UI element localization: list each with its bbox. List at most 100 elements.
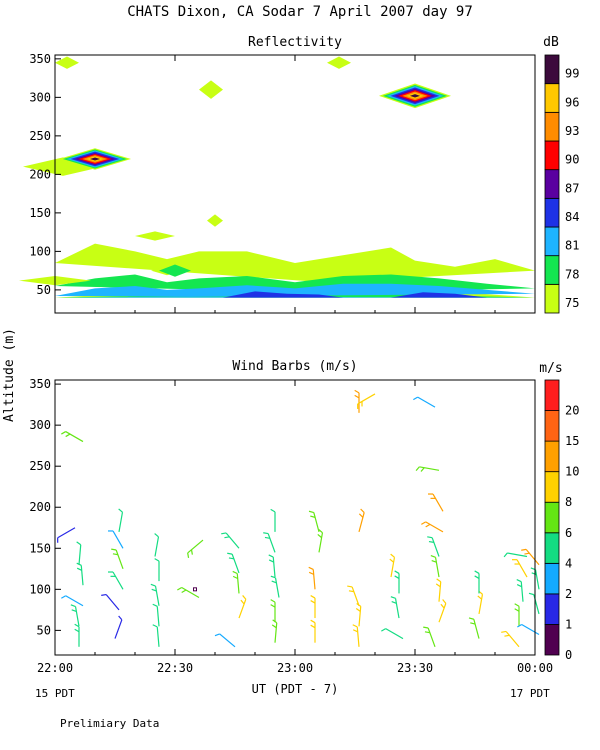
reflectivity-x-ticks — [54, 55, 536, 313]
wind-colorbar-unit: m/s — [539, 361, 562, 376]
reflectivity-colorbar-segment — [544, 283, 560, 314]
wind-barb — [512, 559, 528, 578]
wind-colorbar-segment — [544, 379, 560, 411]
reflectivity-y-tick-label: 350 — [29, 52, 51, 66]
wind-barb — [358, 508, 365, 533]
wind-colorbar-label: 15 — [565, 434, 579, 448]
wind-barb — [390, 596, 400, 619]
reflectivity-blob — [135, 231, 175, 241]
wind-barb — [354, 389, 360, 413]
wind-barb — [154, 533, 160, 557]
reflectivity-colorbar-segment — [544, 169, 560, 199]
wind-barb — [270, 508, 276, 532]
reflectivity-colorbar-segment — [544, 255, 560, 285]
wind-colorbar-segment — [544, 410, 560, 442]
wind-calm-marker — [193, 587, 197, 592]
wind-colorbar-label: 6 — [565, 526, 572, 540]
reflectivity-band — [55, 243, 535, 298]
wind-barb — [61, 595, 84, 607]
wind-barb — [152, 624, 160, 647]
wind-barb — [394, 570, 400, 594]
wind-barb — [118, 508, 124, 532]
reflectivity-y-tick-label: 100 — [29, 244, 51, 258]
wind-barb — [468, 617, 480, 639]
reflectivity-colorbar-label: 81 — [565, 239, 579, 253]
reflectivity-hotspot-contour — [89, 157, 101, 161]
wind-barb — [308, 566, 316, 590]
wind-y-tick-label: 150 — [29, 541, 51, 555]
reflectivity-colorbar-label: 87 — [565, 181, 579, 195]
y-axis-label: Altitude (m) — [2, 328, 17, 422]
wind-barb — [355, 602, 362, 627]
wind-barb — [76, 541, 82, 565]
wind-barbs-x-ticks: 22:00 22:30 23:00 23:30 00:00 — [37, 380, 553, 675]
reflectivity-band — [55, 274, 535, 298]
wind-barb — [232, 570, 240, 594]
wind-barb — [347, 585, 360, 606]
wind-barb — [154, 558, 160, 582]
wind-colorbar-segment — [544, 532, 560, 564]
wind-barb — [423, 626, 436, 647]
wind-barb — [76, 562, 84, 586]
reflectivity-blob — [55, 56, 79, 69]
reflectivity-blob — [207, 214, 223, 227]
wind-barb — [389, 553, 396, 578]
wind-barb — [310, 595, 316, 619]
wind-barb — [70, 604, 80, 627]
wind-colorbar-label: 20 — [565, 404, 579, 418]
wind-barb — [111, 548, 124, 570]
wind-barb — [187, 539, 204, 558]
wind-colorbar-segment — [544, 624, 560, 656]
wind-barb — [61, 431, 84, 443]
wind-x-tick-label: 23:30 — [397, 661, 433, 675]
wind-colorbar-label: 0 — [565, 648, 572, 662]
wind-barb — [74, 623, 80, 647]
wind-x-tick-label: 00:00 — [517, 661, 553, 675]
reflectivity-band — [223, 291, 487, 298]
reflectivity-colorbar-label: 96 — [565, 95, 579, 109]
wind-barb — [428, 493, 444, 512]
figure-title: CHATS Dixon, CA Sodar 7 April 2007 day 9… — [127, 4, 473, 20]
reflectivity-y-ticks: 350 300 250 200 150 100 50 — [29, 52, 61, 297]
reflectivity-colorbar-unit: dB — [543, 35, 559, 50]
wind-y-tick-label: 300 — [29, 418, 51, 432]
wind-barb — [310, 619, 316, 643]
wind-barb — [514, 603, 520, 627]
wind-barb — [227, 552, 240, 574]
wind-barb — [501, 630, 520, 648]
reflectivity-colorbar-segment — [544, 83, 560, 113]
wind-barb — [503, 552, 528, 558]
wind-barb — [57, 527, 76, 543]
reflectivity-colorbar-label: 78 — [565, 267, 579, 281]
wind-barb — [317, 529, 324, 553]
reflectivity-blob — [159, 264, 191, 277]
wind-barb — [438, 599, 447, 623]
reflectivity-colorbar-segment — [544, 111, 560, 142]
wind-barb — [101, 593, 120, 611]
reflectivity-y-tick-label: 200 — [29, 167, 51, 181]
x-axis-label: UT (PDT - 7) — [252, 682, 339, 696]
wind-barb — [474, 570, 480, 594]
wind-barbs-frame — [54, 379, 536, 656]
wind-barbs-plot-area — [57, 389, 540, 648]
reflectivity-y-tick-label: 150 — [29, 206, 51, 220]
wind-barb — [263, 532, 276, 553]
wind-colorbar-label: 8 — [565, 495, 572, 509]
wind-barb — [177, 587, 200, 599]
wind-barb — [150, 583, 160, 606]
wind-barb — [357, 393, 376, 409]
wind-barb — [114, 615, 123, 639]
wind-barb — [152, 603, 160, 627]
wind-colorbar-label: 4 — [565, 556, 572, 570]
wind-barbs-title: Wind Barbs (m/s) — [232, 359, 357, 374]
wind-colorbar-segment — [544, 471, 560, 503]
wind-barb — [427, 536, 440, 557]
wind-colorbar-label: 2 — [565, 587, 572, 601]
reflectivity-colorbar-segment — [544, 140, 560, 171]
wind-y-tick-label: 50 — [37, 623, 51, 637]
reflectivity-colorbar-label: 93 — [565, 124, 579, 138]
wind-barb — [308, 510, 320, 533]
wind-barb — [214, 633, 236, 648]
wind-barb — [413, 396, 436, 408]
